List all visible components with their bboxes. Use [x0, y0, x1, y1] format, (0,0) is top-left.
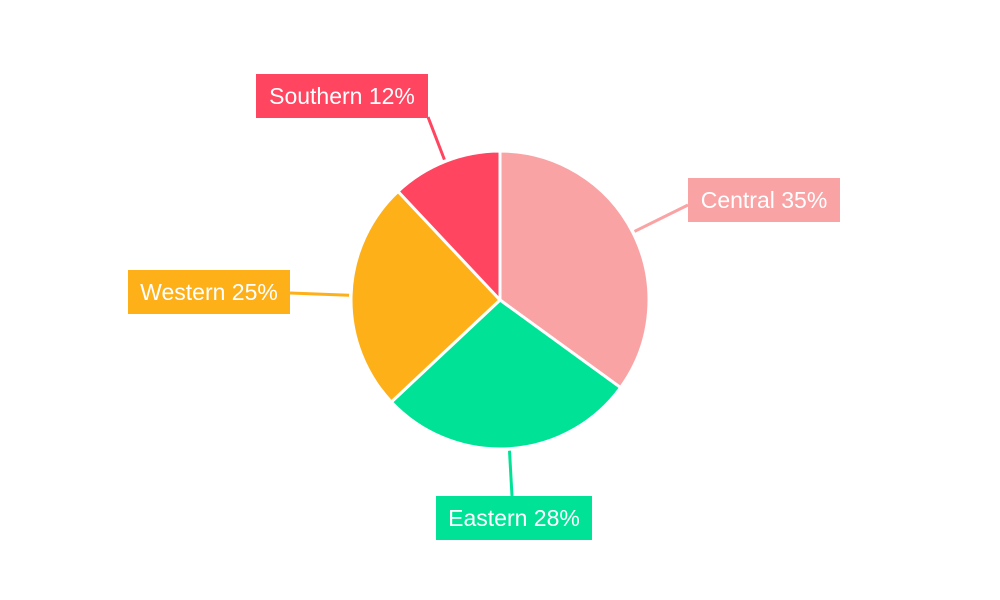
- pie-slice-eastern[interactable]: [389, 298, 623, 451]
- data-label-box-eastern: [436, 496, 592, 540]
- leader-line-southern: [426, 116, 446, 161]
- data-label-central: Central 35%: [701, 187, 828, 213]
- pie-slice-central[interactable]: [498, 149, 651, 390]
- leader-line-western: [289, 291, 350, 297]
- data-label-box-western: [128, 270, 290, 314]
- data-label-eastern: Eastern 28%: [448, 505, 580, 531]
- data-label-western: Western 25%: [140, 279, 278, 305]
- pie-slice-western[interactable]: [349, 189, 502, 404]
- data-label-southern: Southern 12%: [269, 83, 415, 109]
- data-label-box-southern: [256, 74, 428, 118]
- data-label-box-central: [688, 178, 840, 222]
- leader-line-eastern: [507, 450, 514, 497]
- pie-slice-southern[interactable]: [396, 149, 502, 302]
- leader-line-central: [633, 203, 689, 233]
